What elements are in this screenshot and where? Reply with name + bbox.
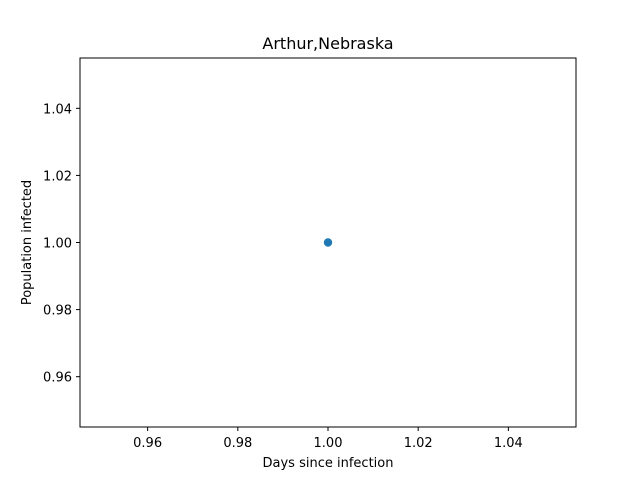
y-tick-label: 1.02 (43, 169, 72, 184)
x-tick-label: 1.04 (494, 436, 523, 451)
y-tick-label: 1.00 (43, 237, 72, 252)
y-tick-label: 0.98 (43, 304, 72, 319)
scatter-series (323, 238, 333, 247)
plot-frame (79, 57, 577, 428)
y-axis-label: Population infected (20, 180, 35, 305)
x-tick-label: 1.02 (404, 436, 433, 451)
x-axis-label: Days since infection (263, 456, 394, 471)
x-tick-label: 0.96 (133, 436, 162, 451)
x-axis-ticks: 0.96 0.98 1.00 1.02 1.04 (133, 427, 523, 451)
chart-title: Arthur,Nebraska (262, 34, 393, 53)
x-tick-label: 1.00 (314, 436, 343, 451)
y-axis-ticks: 0.96 0.98 1.00 1.02 1.04 (43, 102, 80, 386)
y-tick-label: 0.96 (43, 371, 72, 386)
x-tick-label: 0.98 (223, 436, 252, 451)
data-point[interactable] (323, 238, 333, 247)
y-tick-label: 1.04 (43, 102, 72, 117)
